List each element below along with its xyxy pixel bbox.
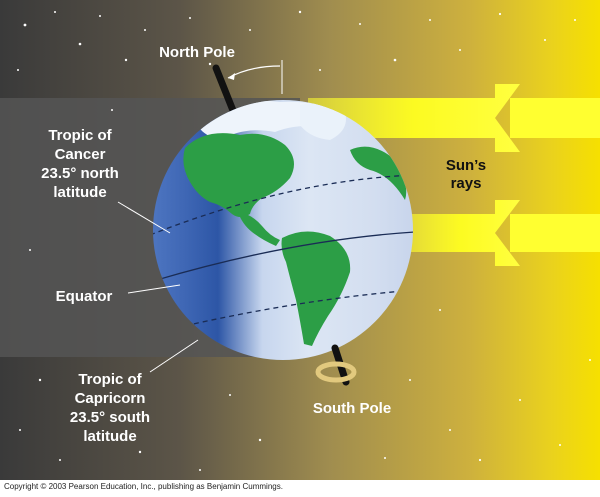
seasons-diagram: North Pole South Pole Sun’s rays Tropic …	[0, 0, 600, 480]
earth-globe	[153, 100, 413, 360]
suns-rays-label-line1: Sun’s	[446, 157, 486, 174]
north-america	[183, 133, 294, 217]
south-america	[281, 231, 351, 346]
copyright-notice: Copyright © 2003 Pearson Education, Inc.…	[4, 482, 283, 491]
cancer-leader	[117, 201, 171, 234]
lower-ray-arrow	[402, 200, 520, 266]
svg-text:Tropic of: Tropic of	[48, 127, 112, 144]
equator-leader	[127, 284, 181, 294]
svg-text:Cancer: Cancer	[55, 146, 106, 163]
north-axis	[212, 64, 240, 122]
tropic-of-cancer-line	[153, 174, 413, 236]
svg-text:23.5° north: 23.5° north	[41, 165, 119, 182]
south-pole-label: South Pole	[313, 400, 391, 417]
suns-rays-label-line2: rays	[451, 175, 482, 192]
rotation-ring	[315, 361, 357, 383]
equator-label: Equator	[56, 288, 113, 305]
tropic-of-capricorn-label: Tropic of Capricorn 23.5° south latitude	[70, 371, 150, 445]
capricorn-leader	[149, 339, 199, 373]
svg-text:Tropic of: Tropic of	[78, 371, 142, 388]
stars	[17, 10, 591, 471]
sun-rays	[308, 84, 600, 266]
svg-text:latitude: latitude	[53, 184, 106, 201]
svg-text:23.5° south: 23.5° south	[70, 409, 150, 426]
svg-text:Capricorn: Capricorn	[75, 390, 146, 407]
equator-line	[153, 231, 413, 283]
svg-text:latitude: latitude	[83, 428, 136, 445]
north-pole-label: North Pole	[159, 44, 235, 61]
tropic-of-cancer-label: Tropic of Cancer 23.5° north latitude	[41, 127, 119, 201]
